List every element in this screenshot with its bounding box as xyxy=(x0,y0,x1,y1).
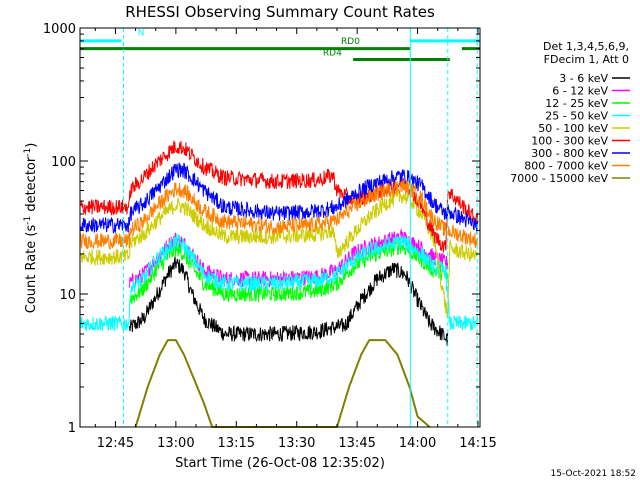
legend-label-6-12-kev: 6 - 12 keV xyxy=(552,85,608,98)
plot-area: N RD0 RD4 xyxy=(79,28,480,428)
y-tick-label-1000: 1000 xyxy=(43,22,76,37)
legend-header-line-1: Det 1,3,4,5,6,9, xyxy=(543,40,629,53)
y-tick-label-100: 100 xyxy=(51,155,76,170)
series-25-50-kev xyxy=(79,233,479,332)
series-7000-15000-kev xyxy=(134,339,431,428)
plot-frame xyxy=(79,27,481,428)
y-tick-label-1: 1 xyxy=(68,421,76,436)
y-axis-ticks: 1 10 100 1000 xyxy=(43,22,480,436)
y-axis-label-mid: detector xyxy=(24,156,39,216)
annotation-rd0: RD0 xyxy=(341,37,360,47)
legend-label-7000-15000-kev: 7000 - 15000 keV xyxy=(510,172,608,185)
series-300-800-kev xyxy=(79,162,479,235)
legend: Det 1,3,4,5,6,9, FDecim 1, Att 0 3 - 6 k… xyxy=(510,40,630,185)
legend-label-100-300-kev: 100 - 300 keV xyxy=(531,135,608,148)
x-axis-ticks: 12:45 13:00 13:15 13:30 13:45 14:00 14:15 xyxy=(94,28,497,451)
y-axis-label-sup1: -1 xyxy=(23,216,33,225)
y-axis-label-sup2: -1 xyxy=(23,148,33,157)
y-axis-label-main: Count Rate (s xyxy=(24,225,39,314)
legend-label-12-25-kev: 12 - 25 keV xyxy=(545,97,608,110)
y-axis-label-end: ) xyxy=(24,143,39,148)
series-800-7000-kev xyxy=(79,180,479,251)
series-3-6-kev xyxy=(129,256,449,346)
timestamp: 15-Oct-2021 18:52 xyxy=(551,469,636,479)
legend-label-3-6-kev: 3 - 6 keV xyxy=(559,72,608,85)
legend-label-300-800-kev: 300 - 800 keV xyxy=(531,147,608,160)
legend-label-800-7000-kev: 800 - 7000 keV xyxy=(524,160,608,173)
x-tick-label-60: 13:00 xyxy=(157,436,194,451)
legend-header-line-2: FDecim 1, Att 0 xyxy=(544,53,629,66)
legend-label-50-100-kev: 50 - 100 keV xyxy=(538,122,608,135)
x-tick-label-90: 13:30 xyxy=(278,436,315,451)
legend-label-25-50-kev: 25 - 50 keV xyxy=(545,110,608,123)
x-tick-label-135: 14:15 xyxy=(459,436,496,451)
x-axis-label: Start Time (26-Oct-08 12:35:02) xyxy=(175,456,385,471)
y-axis-label: Count Rate (s-1 detector-1) xyxy=(23,143,39,314)
series-12-25-kev xyxy=(129,240,449,306)
annotation-n: N xyxy=(138,28,145,38)
series-50-100-kev xyxy=(79,189,479,318)
x-tick-label-45: 12:45 xyxy=(97,436,134,451)
x-tick-label-105: 13:45 xyxy=(338,436,375,451)
x-tick-label-75: 13:15 xyxy=(218,436,255,451)
x-tick-label-120: 14:00 xyxy=(399,436,436,451)
chart-title: RHESSI Observing Summary Count Rates xyxy=(125,3,435,21)
y-tick-label-10: 10 xyxy=(59,288,76,303)
annotation-rd4: RD4 xyxy=(323,49,342,59)
